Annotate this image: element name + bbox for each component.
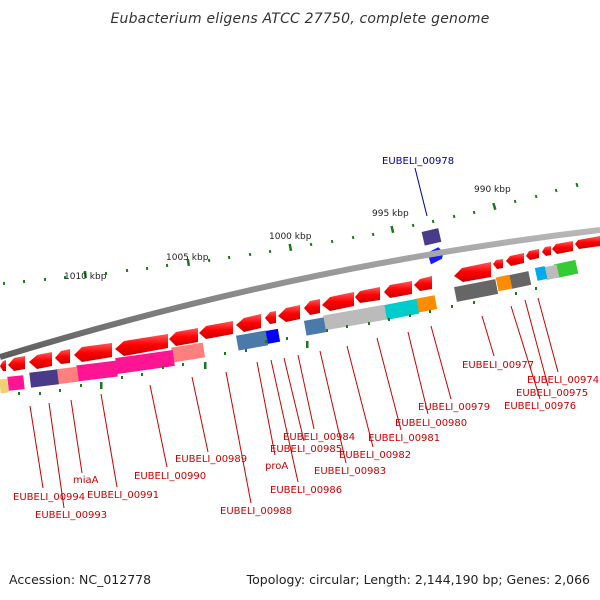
gene-label-eubeli-00977[interactable]: EUBELI_00977 bbox=[462, 360, 534, 371]
scale-label-1000: 1000 kbp bbox=[269, 232, 312, 242]
gene-label-eubeli-00984[interactable]: EUBELI_00984 bbox=[283, 432, 355, 443]
map-title: Eubacterium eligens ATCC 27750, complete… bbox=[110, 11, 489, 27]
gene-label-eubeli-00990[interactable]: EUBELI_00990 bbox=[134, 471, 206, 482]
gene-label-eubeli-00993[interactable]: EUBELI_00993 bbox=[35, 510, 107, 521]
gene-label-eubeli-00986[interactable]: EUBELI_00986 bbox=[270, 485, 342, 496]
gene-label-eubeli-00989[interactable]: EUBELI_00989 bbox=[175, 454, 247, 465]
gene-label-eubeli-00980[interactable]: EUBELI_00980 bbox=[395, 418, 467, 429]
inner-ticks bbox=[18, 287, 537, 395]
gene-label-eubeli-00988[interactable]: EUBELI_00988 bbox=[220, 506, 292, 517]
feature-blocks bbox=[0, 259, 579, 394]
highlight-gene[interactable] bbox=[421, 228, 446, 265]
gene-label-eubeli-00982[interactable]: EUBELI_00982 bbox=[339, 450, 411, 461]
genome-summary-text: Topology: circular; Length: 2,144,190 bp… bbox=[246, 572, 590, 587]
gene-label-eubeli-00981[interactable]: EUBELI_00981 bbox=[368, 433, 440, 444]
gene-label-proa[interactable]: proA bbox=[265, 461, 288, 472]
gene-label-eubeli-00976[interactable]: EUBELI_00976 bbox=[504, 401, 576, 412]
gene-label-eubeli-00985[interactable]: EUBELI_00985 bbox=[270, 444, 342, 455]
forward-strand-genes bbox=[0, 236, 600, 371]
gene-label-eubeli-00974[interactable]: EUBELI_00974 bbox=[527, 375, 599, 386]
gene-label-eubeli-00983[interactable]: EUBELI_00983 bbox=[314, 466, 386, 477]
scale-label-990: 990 kbp bbox=[474, 185, 511, 195]
scale-label-1010: 1010 kbp bbox=[64, 272, 107, 282]
gene-label-eubeli-00991[interactable]: EUBELI_00991 bbox=[87, 490, 159, 501]
gene-label-eubeli-00994[interactable]: EUBELI_00994 bbox=[13, 492, 85, 503]
scale-label-995: 995 kbp bbox=[372, 209, 409, 219]
accession-text: Accession: NC_012778 bbox=[9, 572, 152, 587]
gene-label-eubeli-00975[interactable]: EUBELI_00975 bbox=[516, 388, 588, 399]
gene-label-miaa[interactable]: miaA bbox=[73, 475, 99, 486]
leader-lines bbox=[29, 167, 559, 509]
gene-label-eubeli-00978[interactable]: EUBELI_00978 bbox=[382, 156, 454, 167]
scale-ticks bbox=[2, 182, 579, 286]
gene-label-eubeli-00979[interactable]: EUBELI_00979 bbox=[418, 402, 490, 413]
scale-label-1005: 1005 kbp bbox=[166, 253, 209, 263]
genome-backbone bbox=[0, 227, 600, 360]
